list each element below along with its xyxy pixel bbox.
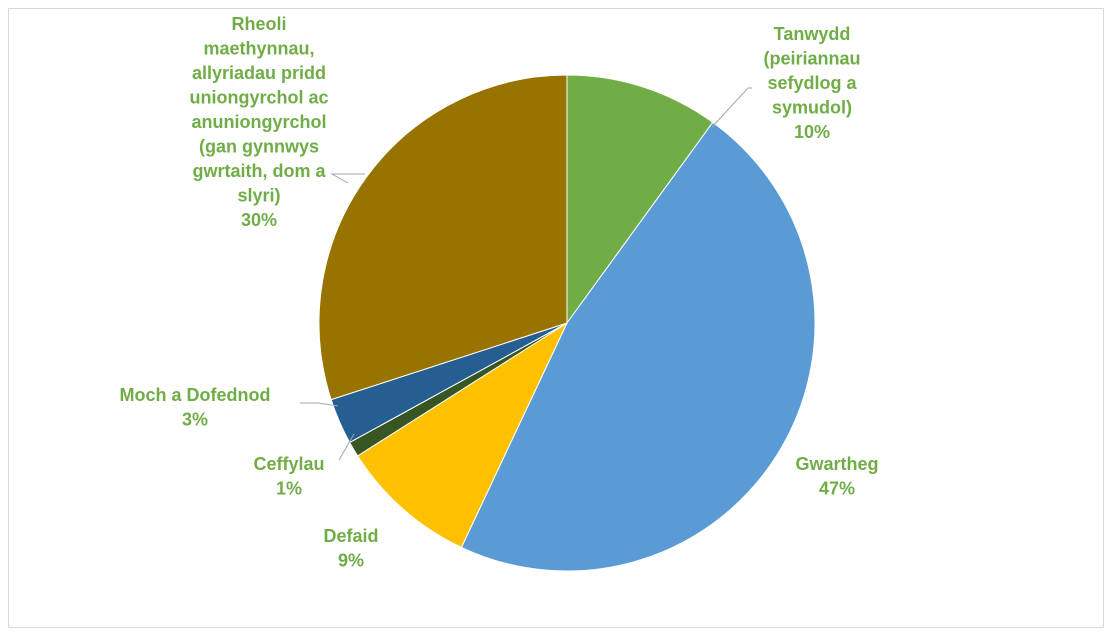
- pie-slice-6: [318, 74, 568, 401]
- leader-line-1: [711, 87, 752, 128]
- leader-line-5: [300, 402, 339, 407]
- leader-line-6: [330, 173, 365, 184]
- pie-slice-1: [566, 74, 714, 325]
- data-label-6: Rheoli maethynnau, allyriadau pridd uniongy…: [189, 14, 328, 230]
- leader-line-4: [338, 433, 355, 461]
- data-label-3: Defaid 9%: [323, 526, 378, 571]
- data-label-1: Tanwydd (peiriannau sefydlog a symudol) 10%: [763, 24, 860, 142]
- data-label-2: Gwartheg 47%: [795, 454, 878, 499]
- pie-slice-2: [460, 121, 816, 572]
- data-label-4: Ceffylau 1%: [253, 454, 324, 499]
- data-label-5: Moch a Dofednod 3%: [120, 385, 271, 430]
- pie-slice-3: [356, 321, 569, 549]
